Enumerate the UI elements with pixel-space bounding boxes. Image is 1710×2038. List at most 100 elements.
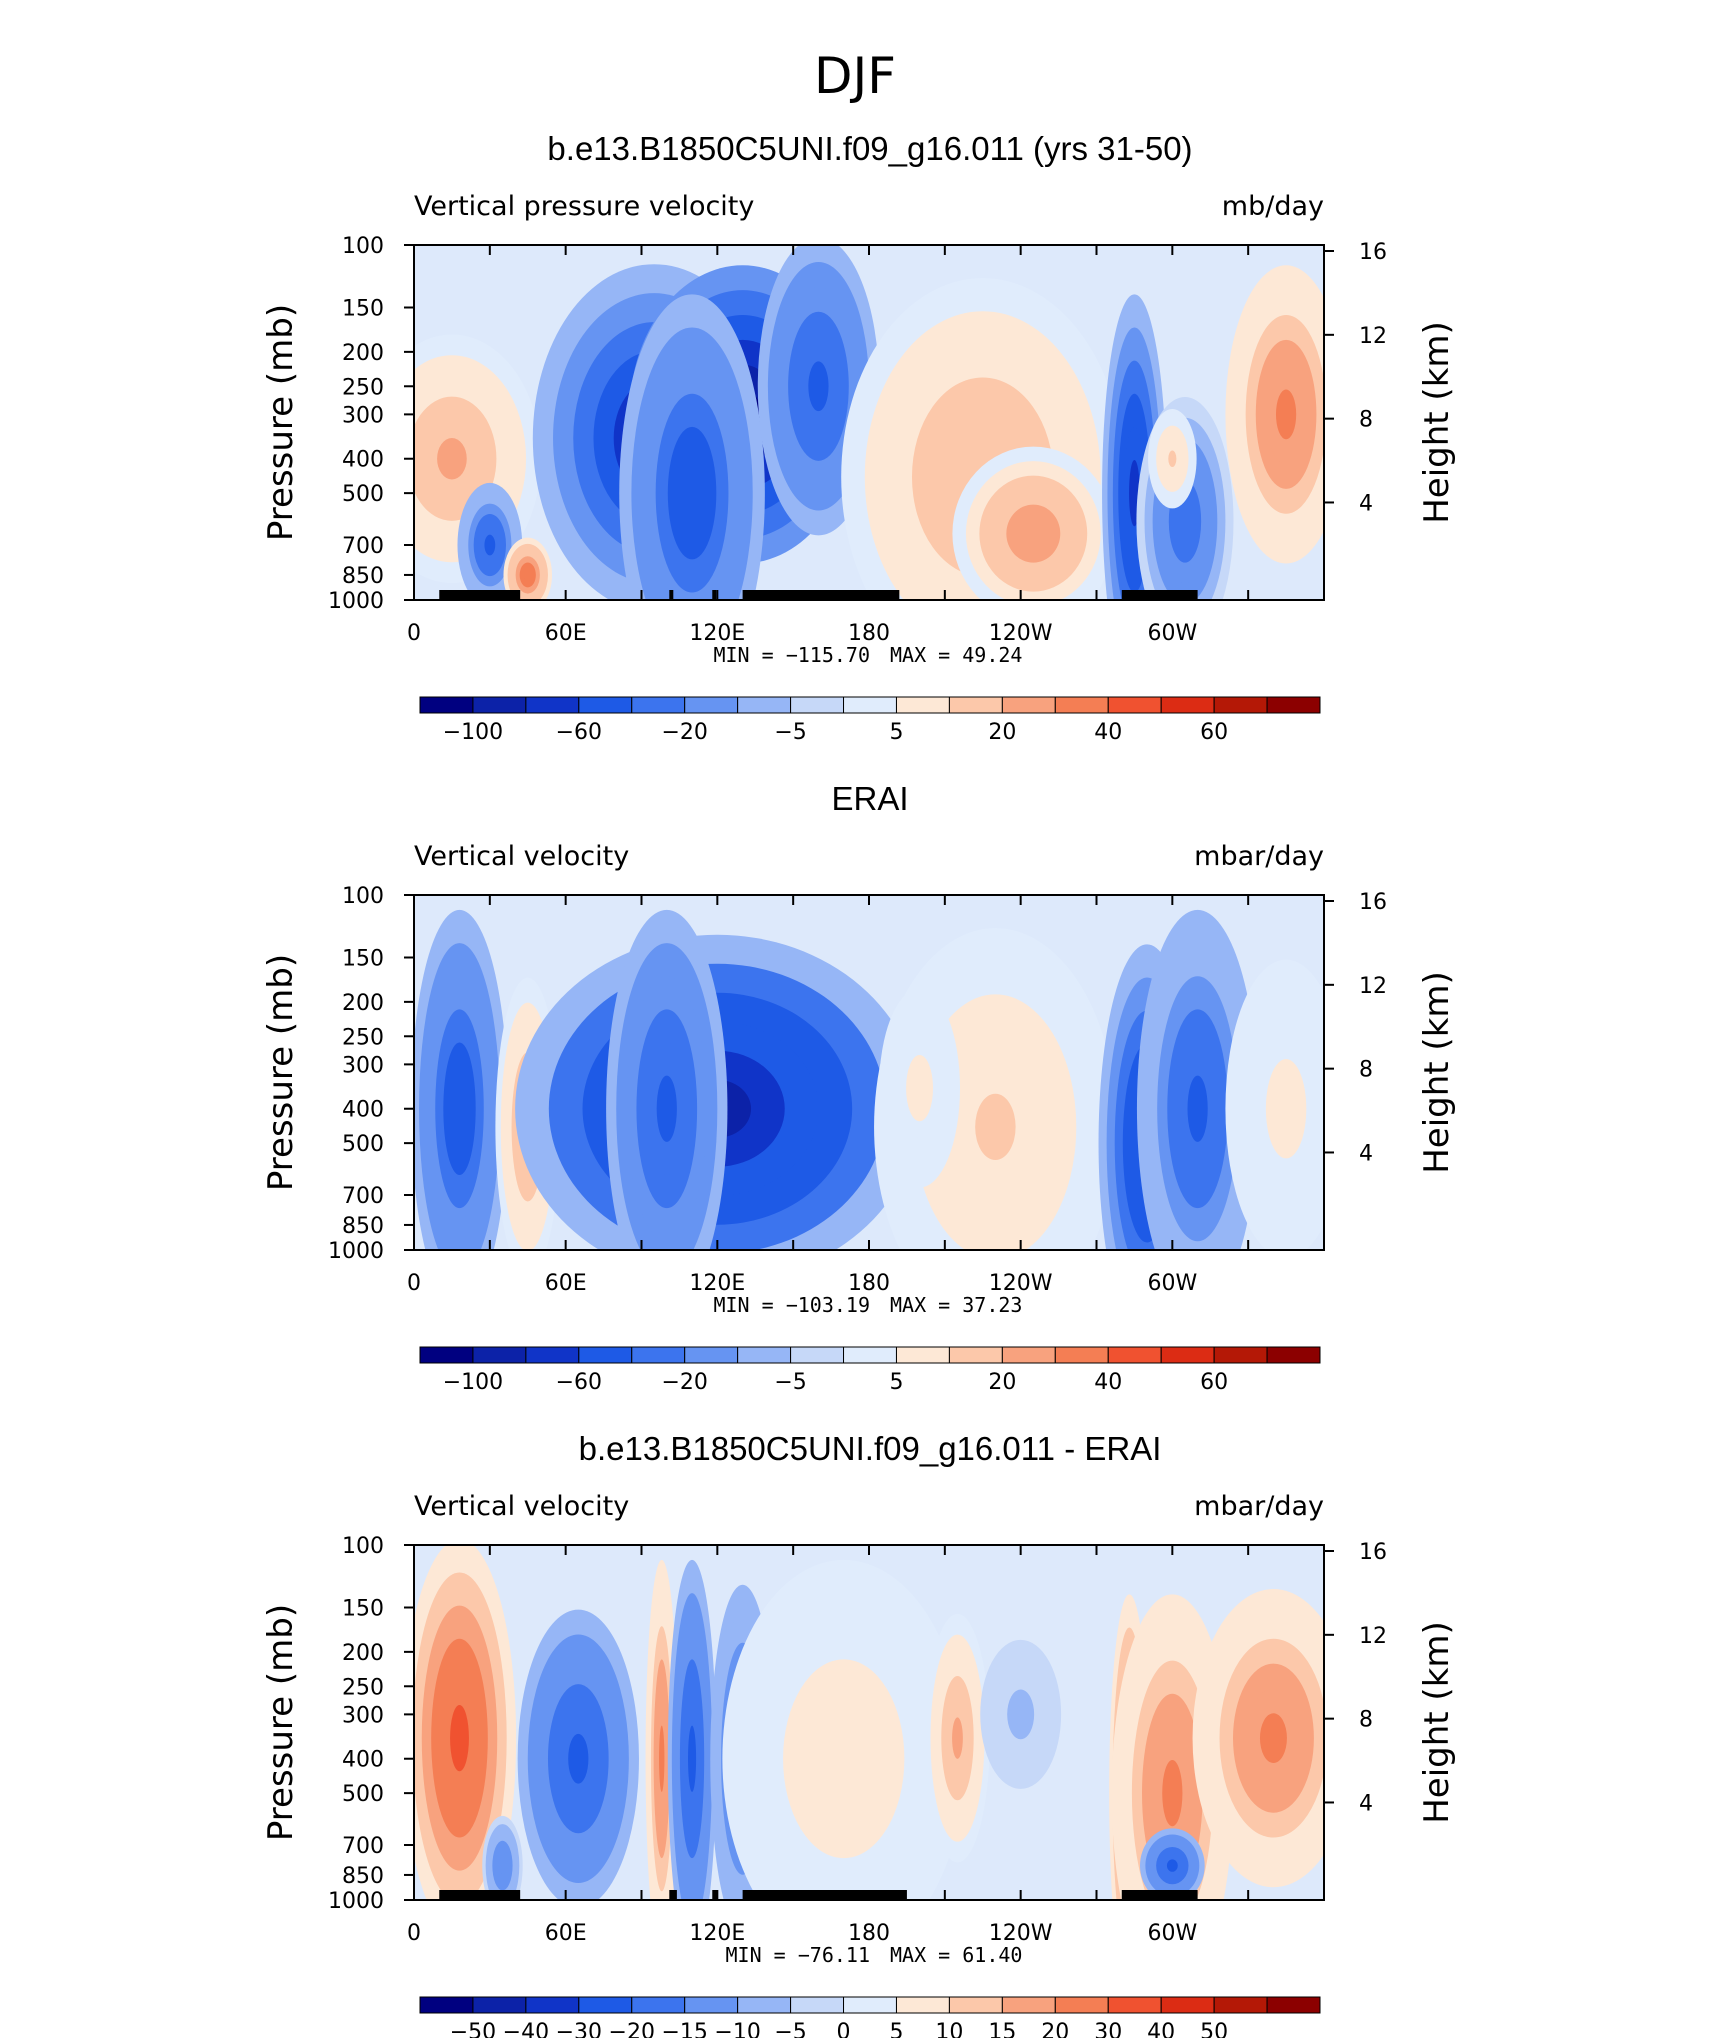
x-tick-label: 180 bbox=[848, 1271, 890, 1296]
y-tick-label: 200 bbox=[342, 341, 384, 366]
colorbar-swatch bbox=[1213, 1996, 1268, 2014]
colorbar-swatch bbox=[737, 1996, 792, 2014]
colorbar-swatch bbox=[1160, 1346, 1215, 1364]
x-tick-label: 120W bbox=[989, 621, 1053, 646]
y-tick-label: 100 bbox=[342, 234, 384, 259]
y2-tick-label: 12 bbox=[1359, 1624, 1387, 1649]
contour-level bbox=[1019, 519, 1047, 549]
colorbar-label: −20 bbox=[661, 720, 707, 745]
topography-mask bbox=[669, 590, 674, 600]
x-tick-label: 180 bbox=[848, 621, 890, 646]
x-tick-label: 60W bbox=[1147, 621, 1197, 646]
colorbar-label: −15 bbox=[661, 2020, 707, 2038]
contour-level bbox=[1013, 1701, 1028, 1727]
y-tick-label: 150 bbox=[342, 297, 384, 322]
colorbar-label: 5 bbox=[889, 2020, 903, 2038]
colorbar-swatch bbox=[843, 1346, 897, 1364]
colorbar-swatch bbox=[631, 1346, 686, 1364]
x-tick-label: 0 bbox=[407, 1921, 421, 1946]
contour-level bbox=[679, 460, 705, 527]
colorbar-swatch bbox=[1001, 1996, 1056, 2014]
colorbar-swatch bbox=[472, 1346, 527, 1364]
y-tick-label: 850 bbox=[342, 1864, 384, 1889]
panel-1: b.e13.B1850C5UNI.f09_g16.011 (yrs 31-50)… bbox=[261, 130, 1457, 745]
colorbar-label: −5 bbox=[774, 2020, 806, 2038]
y-axis-label: Pressure (mb) bbox=[261, 1604, 301, 1841]
min-label: MIN = −103.19 bbox=[713, 1293, 870, 1317]
contour-level bbox=[952, 1717, 963, 1759]
colorbar-label: 50 bbox=[1200, 2020, 1228, 2038]
contour-field bbox=[414, 1545, 1324, 1900]
colorbar-label: −50 bbox=[450, 2020, 496, 2038]
y2-tick-label: 12 bbox=[1359, 974, 1387, 999]
contour-field bbox=[414, 245, 1324, 600]
colorbar-label: −10 bbox=[714, 2020, 760, 2038]
units-label: mbar/day bbox=[1194, 841, 1324, 872]
contour-level bbox=[1166, 1859, 1178, 1872]
topography-mask bbox=[439, 590, 521, 600]
contour-level bbox=[450, 1705, 469, 1772]
y-tick-label: 700 bbox=[342, 534, 384, 559]
colorbar-label: −40 bbox=[503, 2020, 549, 2038]
colorbar-label: 15 bbox=[988, 2020, 1016, 2038]
colorbar-swatch bbox=[843, 696, 897, 714]
contour-level bbox=[975, 1093, 1016, 1161]
panel-3: b.e13.B1850C5UNI.f09_g16.011 - ERAI Verti… bbox=[261, 1430, 1457, 2038]
colorbar-swatch bbox=[895, 1996, 950, 2014]
colorbar-swatch bbox=[1054, 1346, 1109, 1364]
x-tick-label: 60W bbox=[1147, 1921, 1197, 1946]
colorbar-swatch bbox=[790, 1996, 845, 2014]
y2-tick-label: 8 bbox=[1359, 1708, 1373, 1733]
y-tick-label: 300 bbox=[342, 1703, 384, 1728]
y-tick-label: 400 bbox=[342, 448, 384, 473]
y-tick-label: 300 bbox=[342, 1053, 384, 1078]
y2-axis-label: Height (km) bbox=[1417, 321, 1457, 524]
colorbar-swatch bbox=[1001, 696, 1056, 714]
y-axis-label: Pressure (mb) bbox=[261, 304, 301, 541]
y2-tick-label: 8 bbox=[1359, 408, 1373, 433]
y2-tick-label: 4 bbox=[1359, 1141, 1373, 1166]
colorbar-swatch bbox=[1107, 1346, 1162, 1364]
topography-mask bbox=[712, 1890, 718, 1900]
topography-mask bbox=[712, 590, 717, 600]
colorbar-swatch bbox=[631, 1996, 686, 2014]
colorbar-swatch bbox=[578, 696, 633, 714]
colorbar-swatch bbox=[948, 1996, 1003, 2014]
y-axis-label: Pressure (mb) bbox=[261, 954, 301, 1191]
min-label: MIN = −115.70 bbox=[713, 643, 870, 667]
left-label: Vertical pressure velocity bbox=[414, 191, 754, 222]
colorbar-label: 0 bbox=[837, 2020, 851, 2038]
y2-tick-label: 4 bbox=[1359, 491, 1373, 516]
topography-mask bbox=[499, 590, 516, 600]
colorbar-label: −5 bbox=[774, 720, 806, 745]
units-label: mbar/day bbox=[1194, 1491, 1324, 1522]
y2-tick-label: 16 bbox=[1359, 240, 1387, 265]
colorbar-label: 20 bbox=[1041, 2020, 1069, 2038]
y-tick-label: 1000 bbox=[328, 1239, 384, 1264]
y-tick-label: 100 bbox=[342, 1534, 384, 1559]
colorbar-swatch bbox=[631, 696, 686, 714]
contour-level bbox=[484, 534, 496, 556]
topography-mask bbox=[742, 590, 900, 600]
x-tick-label: 60E bbox=[545, 1271, 587, 1296]
colorbar-swatch bbox=[684, 1346, 739, 1364]
contour-level bbox=[1259, 1713, 1287, 1763]
colorbar-swatch bbox=[419, 1346, 474, 1364]
contour-level bbox=[823, 1725, 864, 1792]
y2-tick-label: 12 bbox=[1359, 324, 1387, 349]
colorbar-swatch bbox=[895, 1346, 950, 1364]
units-label: mb/day bbox=[1222, 191, 1324, 222]
contour-level bbox=[688, 1725, 697, 1792]
colorbar-label: −20 bbox=[661, 1370, 707, 1395]
contour-level bbox=[656, 1075, 677, 1142]
x-tick-label: 0 bbox=[407, 621, 421, 646]
contour-level bbox=[659, 1725, 665, 1792]
colorbar-swatch bbox=[1107, 696, 1162, 714]
topography-mask bbox=[1121, 590, 1198, 600]
y2-axis-label: Height (km) bbox=[1417, 1621, 1457, 1824]
y2-axis-label: Height (km) bbox=[1417, 971, 1457, 1174]
contour-field bbox=[414, 895, 1324, 1250]
colorbar-label: −5 bbox=[774, 1370, 806, 1395]
topography-mask bbox=[439, 1890, 521, 1900]
